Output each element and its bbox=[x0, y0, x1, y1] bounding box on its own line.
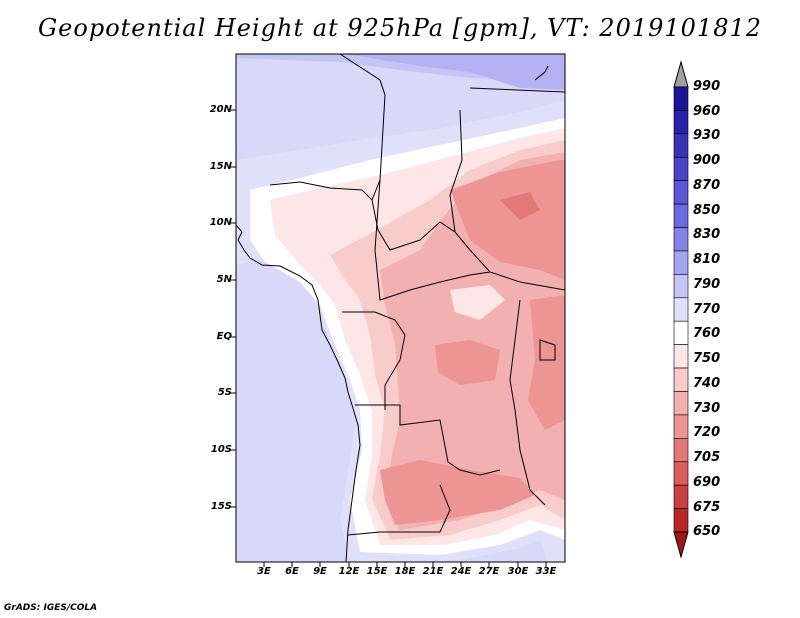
rift-lakes bbox=[509, 299, 546, 506]
colorbar-cell-16 bbox=[673, 461, 689, 486]
colorbar-cell-17 bbox=[673, 484, 689, 509]
lake-victoria bbox=[539, 339, 556, 361]
colorbar-cell-6 bbox=[673, 227, 689, 252]
colorbar-cell-11 bbox=[673, 344, 689, 369]
lon-label-18e: 18E bbox=[394, 566, 416, 577]
lon-label-33e: 33E bbox=[535, 566, 557, 577]
field-705-northeast bbox=[450, 160, 565, 280]
lat-label-15n: 15N bbox=[209, 161, 232, 172]
lon-label-15e: 15E bbox=[366, 566, 388, 577]
coastline bbox=[236, 224, 361, 562]
lat-label-15s: 15S bbox=[210, 501, 232, 512]
colorbar-cell-0 bbox=[673, 86, 689, 111]
colorbar-label-930: 930 bbox=[693, 128, 721, 143]
axis-ticks bbox=[231, 109, 547, 567]
border-n2 bbox=[371, 179, 565, 291]
colorbar-label-850: 850 bbox=[693, 203, 721, 218]
colorbar-cell-3 bbox=[673, 156, 689, 181]
colorbar-cell-4 bbox=[673, 180, 689, 205]
colorbar-cells bbox=[673, 86, 689, 533]
coastlines-borders bbox=[236, 54, 565, 562]
lat-label-10s: 10S bbox=[210, 444, 232, 455]
field-705-east bbox=[528, 295, 565, 430]
field-810-top bbox=[345, 54, 565, 90]
colorbar-label-690: 690 bbox=[693, 475, 721, 490]
colorbar-label-720: 720 bbox=[693, 425, 721, 440]
map-title: Geopotential Height at 925hPa [gpm], VT:… bbox=[38, 14, 762, 42]
border-w1 bbox=[269, 181, 373, 201]
colorbar-label-960: 960 bbox=[693, 104, 721, 119]
border-n3 bbox=[449, 109, 463, 233]
colorbar-cell-1 bbox=[673, 110, 689, 135]
lon-label-24e: 24E bbox=[450, 566, 472, 577]
colorbar-cell-18 bbox=[673, 508, 689, 533]
border-c1 bbox=[374, 179, 491, 301]
colorbar-label-650: 650 bbox=[693, 524, 721, 539]
lon-label-12e: 12E bbox=[338, 566, 360, 577]
colorbar-cell-13 bbox=[673, 391, 689, 416]
colorbar-label-760: 760 bbox=[693, 326, 721, 341]
border-s2 bbox=[347, 484, 451, 536]
colorbar-top-arrow bbox=[673, 60, 689, 88]
colorbar-cell-8 bbox=[673, 274, 689, 299]
lat-label-eq: EQ bbox=[216, 331, 232, 342]
colorbar-label-675: 675 bbox=[693, 500, 721, 515]
border-s1 bbox=[355, 404, 501, 476]
lat-label-20n: 20N bbox=[209, 104, 232, 115]
grads-footer: GrADS: IGES/COLA bbox=[4, 603, 98, 613]
lon-label-3e: 3E bbox=[257, 566, 271, 577]
lon-label-9e: 9E bbox=[313, 566, 327, 577]
colorbar-label-870: 870 bbox=[693, 178, 721, 193]
colorbar-bottom-arrow bbox=[673, 531, 689, 559]
border-c2 bbox=[342, 311, 406, 410]
lon-label-6e: 6E bbox=[285, 566, 299, 577]
border-ne bbox=[534, 65, 549, 81]
border-top bbox=[469, 87, 565, 93]
colorbar-label-740: 740 bbox=[693, 376, 721, 391]
lon-label-30e: 30E bbox=[507, 566, 529, 577]
lon-label-27e: 27E bbox=[478, 566, 500, 577]
colorbar-cell-12 bbox=[673, 367, 689, 392]
colorbar-cell-7 bbox=[673, 250, 689, 275]
lon-label-21e: 21E bbox=[422, 566, 444, 577]
border-n1 bbox=[339, 54, 386, 181]
map-frame bbox=[235, 53, 566, 563]
colorbar-label-750: 750 bbox=[693, 351, 721, 366]
lat-label-5s: 5S bbox=[217, 387, 232, 398]
colorbar-label-705: 705 bbox=[693, 450, 721, 465]
height-field bbox=[236, 54, 565, 562]
lat-label-5n: 5N bbox=[216, 274, 232, 285]
colorbar-cell-10 bbox=[673, 320, 689, 345]
colorbar-label-730: 730 bbox=[693, 401, 721, 416]
colorbar-label-900: 900 bbox=[693, 153, 721, 168]
colorbar-cell-2 bbox=[673, 133, 689, 158]
colorbar-label-790: 790 bbox=[693, 277, 721, 292]
colorbar-label-770: 770 bbox=[693, 302, 721, 317]
colorbar-label-830: 830 bbox=[693, 227, 721, 242]
colorbar-label-990: 990 bbox=[693, 79, 721, 94]
field-690-patch bbox=[500, 192, 540, 220]
field-705-center bbox=[435, 340, 500, 385]
colorbar-label-810: 810 bbox=[693, 252, 721, 267]
colorbar-cell-5 bbox=[673, 203, 689, 228]
field-740-pocket bbox=[450, 285, 505, 320]
colorbar bbox=[673, 60, 689, 559]
colorbar-cell-14 bbox=[673, 414, 689, 439]
lat-label-10n: 10N bbox=[209, 217, 232, 228]
colorbar-cell-9 bbox=[673, 297, 689, 322]
field-705-south bbox=[380, 460, 535, 525]
colorbar-cell-15 bbox=[673, 438, 689, 463]
